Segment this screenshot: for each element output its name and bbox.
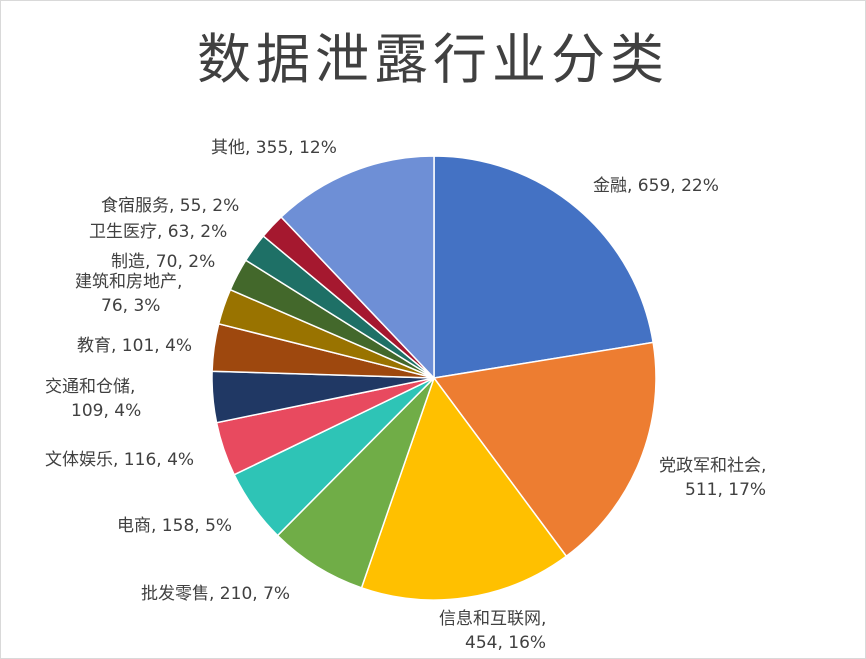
pie-slice bbox=[433, 155, 654, 379]
data-label: 党政军和社会, 511, 17% bbox=[659, 456, 766, 500]
chart-title: 数据泄露行业分类 bbox=[197, 28, 669, 91]
pie-slice bbox=[276, 377, 435, 589]
data-label: 文体娱乐, 116, 4% bbox=[45, 450, 194, 470]
data-label: 信息和互联网, 454, 16% bbox=[439, 609, 546, 653]
data-label: 教育, 101, 4% bbox=[77, 336, 192, 356]
pie-slice bbox=[360, 376, 568, 601]
data-label: 批发零售, 210, 7% bbox=[141, 584, 290, 604]
pie-slice bbox=[432, 341, 657, 558]
pie-slice bbox=[280, 155, 435, 380]
data-label: 电商, 158, 5% bbox=[117, 516, 232, 536]
data-label: 建筑和房地产, 76, 3% bbox=[75, 272, 182, 316]
data-label: 卫生医疗, 63, 2% bbox=[89, 222, 227, 242]
data-label: 制造, 70, 2% bbox=[111, 252, 215, 272]
data-label: 食宿服务, 55, 2% bbox=[101, 196, 239, 216]
data-label: 金融, 659, 22% bbox=[593, 176, 719, 196]
data-label: 其他, 355, 12% bbox=[211, 138, 337, 158]
data-label: 交通和仓储, 109, 4% bbox=[45, 377, 141, 421]
